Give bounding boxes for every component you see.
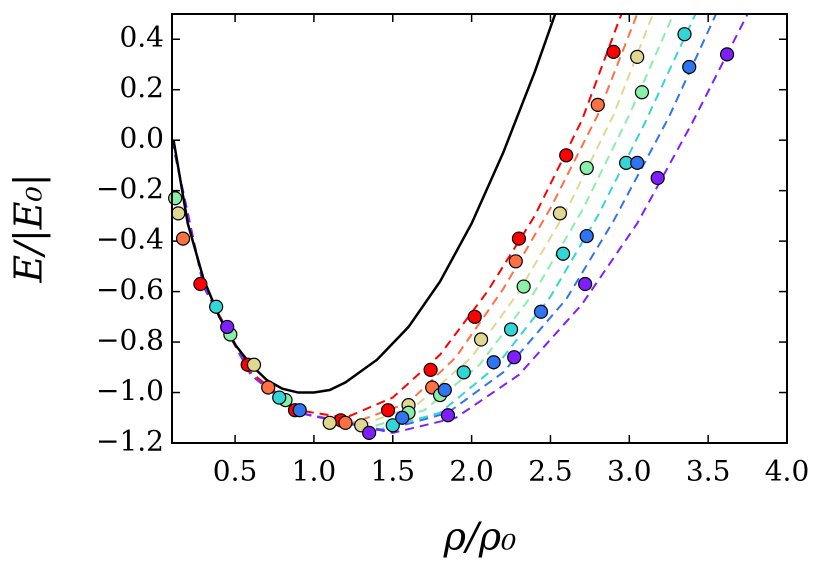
y-tick-label: 0.0 [119, 122, 164, 155]
data-point [362, 425, 377, 441]
data-point [272, 390, 287, 405]
data-point [193, 276, 208, 292]
x-tick-label: 2.0 [449, 455, 494, 488]
x-tick-label: 1.0 [292, 455, 337, 488]
y-tick-label: −1.0 [96, 374, 164, 407]
data-point [630, 155, 645, 170]
data-point [579, 228, 594, 244]
data-point [437, 382, 452, 398]
data-point [630, 49, 645, 65]
data-point [175, 231, 191, 246]
y-tick-label: −0.4 [96, 223, 164, 256]
data-point [533, 304, 549, 319]
x-tick-label: 1.5 [371, 455, 416, 488]
data-point [423, 362, 438, 377]
reference-curve [172, 14, 557, 394]
data-point [555, 246, 571, 261]
data-point [171, 206, 186, 221]
data-point [395, 410, 410, 425]
data-point [552, 206, 568, 221]
data-point [507, 350, 522, 365]
plot-frame [171, 13, 788, 444]
x-tick-label: 4.0 [765, 455, 810, 488]
data-point [467, 309, 482, 324]
data-point [385, 418, 400, 433]
y-tick-label: −0.8 [96, 324, 164, 357]
data-point [634, 85, 650, 100]
x-tick-label: 3.0 [607, 455, 652, 488]
data-point [511, 231, 527, 246]
data-point [590, 97, 605, 112]
data-point [677, 27, 692, 42]
data-point [682, 59, 697, 75]
y-axis-title: E/|E₀| [7, 173, 51, 283]
data-point [168, 191, 183, 206]
data-point [606, 44, 621, 59]
x-tick-label: 3.5 [686, 455, 731, 488]
data-point [719, 47, 735, 62]
data-point [516, 279, 531, 294]
data-point [578, 276, 593, 292]
data-point [209, 299, 224, 314]
data-point [440, 408, 456, 423]
data-point [380, 403, 396, 418]
y-tick-label: −1.2 [96, 425, 164, 458]
data-point [261, 380, 276, 395]
y-tick-label: −0.2 [96, 172, 164, 205]
data-point [579, 160, 594, 176]
data-point [338, 415, 353, 430]
data-point [559, 148, 574, 163]
y-tick-label: −0.6 [96, 273, 164, 306]
data-point [503, 322, 519, 337]
data-point [473, 332, 489, 347]
data-point [508, 254, 523, 269]
data-point [322, 415, 337, 430]
data-point [292, 403, 307, 418]
data-point [486, 355, 501, 370]
data-point [456, 365, 471, 380]
data-point [650, 170, 665, 186]
y-tick-label: 0.2 [119, 71, 164, 104]
data-point [246, 357, 262, 372]
x-tick-label: 2.5 [528, 455, 573, 488]
y-tick-label: 0.4 [119, 21, 164, 54]
data-point [220, 319, 235, 335]
x-axis-title: ρ/ρ₀ [443, 515, 517, 559]
x-tick-label: 0.5 [213, 455, 258, 488]
